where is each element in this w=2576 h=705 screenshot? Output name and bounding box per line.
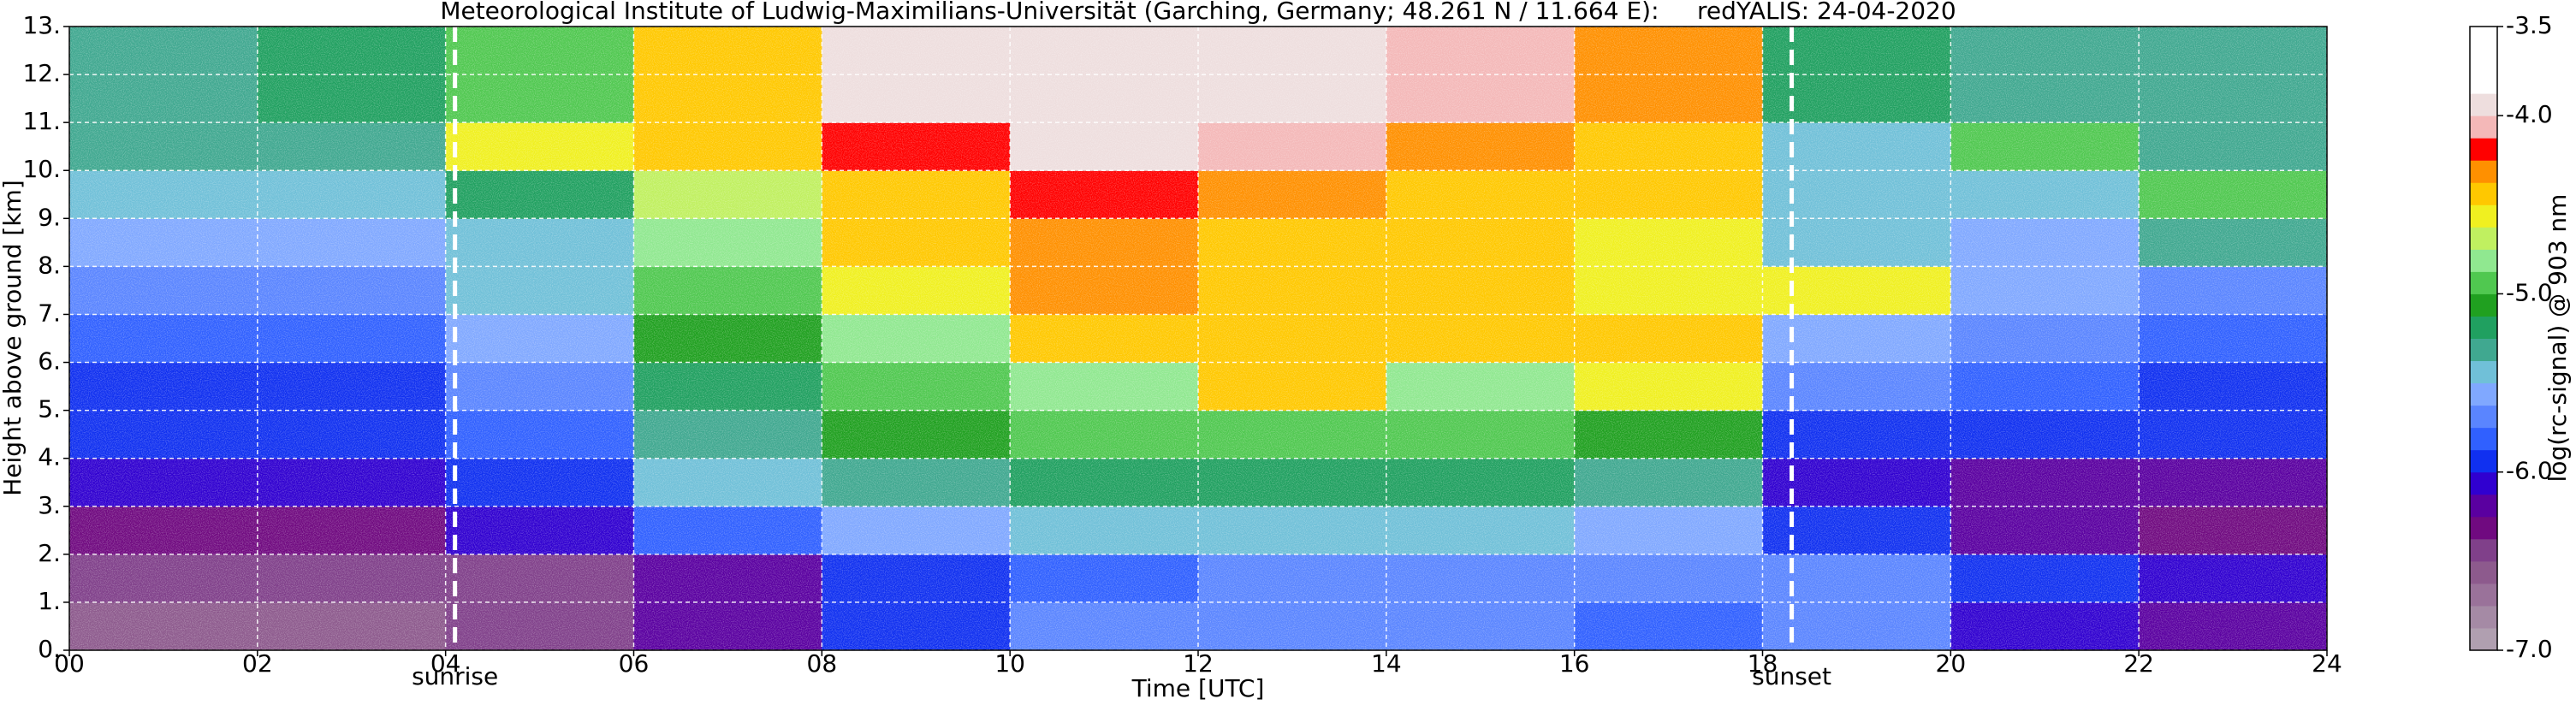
colorbar-frame: [2469, 26, 2498, 651]
x-tick-label: 20: [1936, 649, 1967, 678]
x-tick-label: 08: [807, 649, 838, 678]
chart-title: Meteorological Institute of Ludwig-Maxim…: [440, 0, 1956, 25]
colorbar-label: log(rc-signal) @ 903 nm: [2543, 194, 2572, 483]
overlay: 0. 1. 2. 3. 4. 5. 6. 7. 8. 9. 10. 11. 12. 13. 00 02 04 06…: [22, 11, 2552, 690]
x-tick-label: 00: [54, 649, 85, 678]
y-tick-label: 6.: [38, 347, 61, 376]
colorbar-segment: [2470, 271, 2497, 294]
plot-frame: [68, 26, 2328, 651]
colorbar-tick-label: -5.0: [2506, 278, 2553, 306]
annotation-label: sunrise: [412, 662, 498, 690]
y-tick-label: 13.: [22, 11, 61, 39]
x-tick-label: 10: [994, 649, 1025, 678]
colorbar-segment: [2470, 316, 2497, 339]
y-tick-label: 9.: [38, 203, 61, 231]
colorbar-segment: [2470, 427, 2497, 451]
colorbar-tick-label: -3.5: [2506, 11, 2553, 39]
colorbar-segment: [2470, 49, 2497, 72]
colorbar-segment: [2470, 71, 2497, 94]
colorbar-segment: [2470, 449, 2497, 473]
y-tick-label: 0.: [38, 635, 61, 663]
y-tick-label: 1.: [38, 587, 61, 615]
x-tick-label: 22: [2123, 649, 2154, 678]
colorbar-segment: [2470, 560, 2497, 584]
colorbar-segment: [2470, 138, 2497, 161]
y-tick-label: 4.: [38, 443, 61, 471]
y-tick-label: 11.: [22, 107, 61, 135]
colorbar-segment: [2470, 538, 2497, 562]
colorbar-segment: [2470, 338, 2497, 362]
colorbar-segment: [2470, 627, 2497, 651]
x-tick-label: 16: [1559, 649, 1590, 678]
y-tick-label: 8.: [38, 251, 61, 279]
y-tick-label: 2.: [38, 539, 61, 567]
colorbar-segment: [2470, 360, 2497, 384]
x-axis-label: Time [UTC]: [1131, 674, 1265, 702]
y-tick-label: 12.: [22, 59, 61, 87]
colorbar-segment: [2470, 583, 2497, 607]
colorbar-tick-label: -7.0: [2506, 635, 2553, 663]
y-axis-label: Height above ground [km]: [0, 180, 27, 496]
colorbar-segment: [2470, 204, 2497, 228]
colorbar-segment: [2470, 249, 2497, 272]
colorbar-tick-label: -6.0: [2506, 457, 2553, 485]
y-tick-label: 3.: [38, 491, 61, 519]
colorbar-tick-label: -4.0: [2506, 100, 2553, 128]
colorbar-segment: [2470, 405, 2497, 429]
colorbar-segment: [2470, 227, 2497, 250]
colorbar-segment: [2470, 494, 2497, 518]
colorbar-segment: [2470, 116, 2497, 139]
colorbar-segment: [2470, 382, 2497, 406]
colorbar-segment: [2470, 93, 2497, 116]
colorbar-segment: [2470, 27, 2497, 50]
x-tick-label: 06: [619, 649, 650, 678]
colorbar-segment: [2470, 605, 2497, 629]
x-tick-label: 02: [242, 649, 273, 678]
x-tick-label: 24: [2312, 649, 2342, 678]
annotation-label: sunset: [1752, 662, 1831, 690]
colorbar-segment: [2470, 182, 2497, 205]
colorbar-segment: [2470, 516, 2497, 540]
y-tick-label: 5.: [38, 395, 61, 424]
x-tick-label: 14: [1371, 649, 1402, 678]
colorbar-segment: [2470, 160, 2497, 183]
y-tick-label: 7.: [38, 299, 61, 327]
x-tick-label: 18: [1748, 649, 1778, 678]
colorbar-segment: [2470, 471, 2497, 495]
x-tick-label: 04: [430, 649, 461, 678]
colorbar-segment: [2470, 293, 2497, 317]
x-tick-label: 12: [1183, 649, 1214, 678]
y-tick-label: 10.: [22, 155, 61, 183]
